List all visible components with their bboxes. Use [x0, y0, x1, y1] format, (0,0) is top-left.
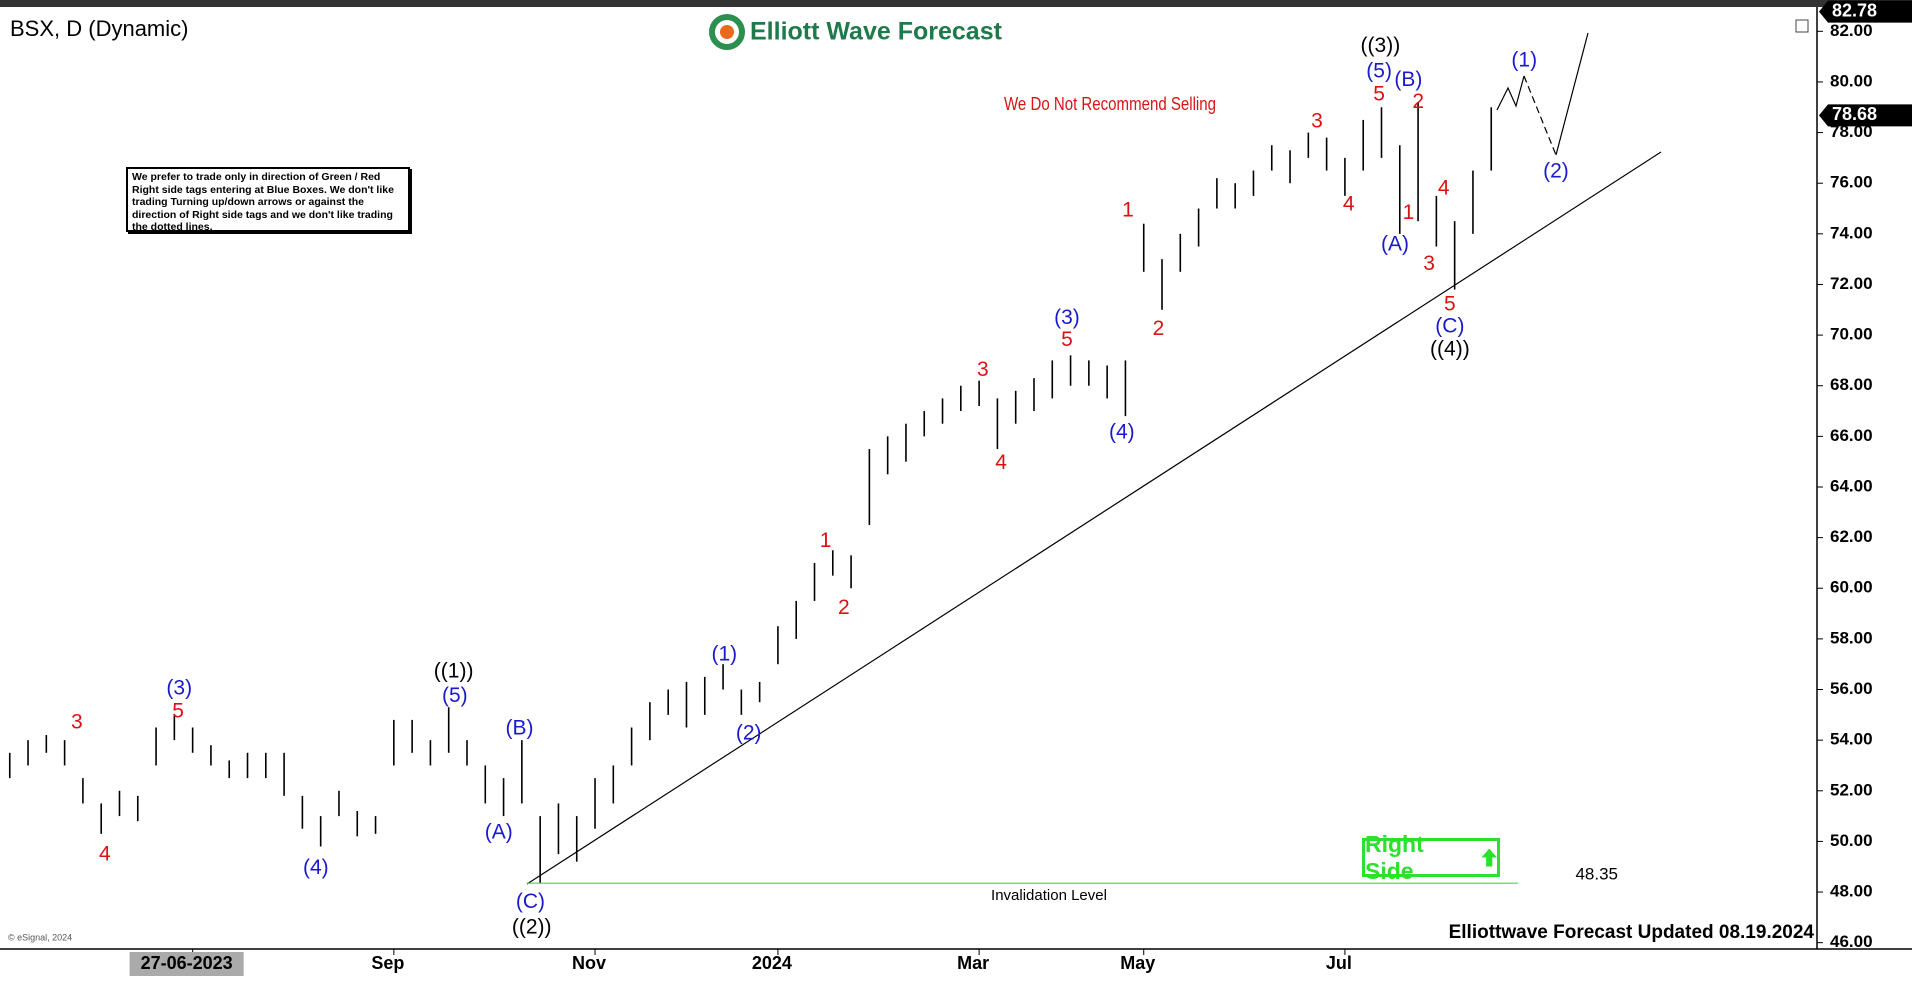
y-tick-label: 46.00 — [1830, 932, 1873, 951]
wave-label: 5 — [1444, 292, 1456, 315]
y-tick-label: 74.00 — [1830, 223, 1873, 242]
wave-label: 1 — [1403, 201, 1415, 224]
wave-label: (2) — [1543, 159, 1569, 182]
wave-label: (1) — [1511, 49, 1537, 72]
y-tick-label: 66.00 — [1830, 426, 1873, 445]
wave-label: 4 — [995, 451, 1007, 474]
high-price-box — [1819, 0, 1912, 23]
x-tick-label: Mar — [957, 953, 989, 973]
y-tick-label: 60.00 — [1830, 578, 1873, 597]
wave-label: 1 — [820, 529, 832, 552]
x-label-highlight — [129, 952, 244, 976]
logo-icon — [709, 14, 745, 50]
wave-label: 4 — [1343, 192, 1355, 215]
last-price-box-label: 78.68 — [1832, 104, 1877, 124]
up-arrow — [1481, 848, 1497, 867]
y-tick-label: 58.00 — [1830, 628, 1873, 647]
wave-label: (5) — [442, 684, 468, 707]
y-tick-label: 80.00 — [1830, 71, 1873, 90]
y-tick-label: 56.00 — [1830, 679, 1873, 698]
x-tick-label: Nov — [572, 953, 606, 973]
wave-label: 3 — [977, 358, 989, 381]
wave-label: 5 — [1061, 328, 1073, 351]
wave-label: 4 — [99, 842, 111, 865]
wave-label: (A) — [1381, 233, 1409, 256]
right-side-tag: Right Side — [1362, 831, 1500, 884]
wave-label: ((4)) — [1430, 338, 1470, 361]
updated-text: Elliottwave Forecast Updated 08.19.2024 — [1449, 922, 1815, 943]
wave-label: 3 — [71, 711, 83, 734]
x-tick-label: Jul — [1326, 953, 1352, 973]
y-tick-label: 64.00 — [1830, 476, 1873, 495]
x-tick-label: 2024 — [752, 953, 792, 973]
logo: Elliott Wave Forecast — [709, 14, 1003, 50]
wave-label: 5 — [172, 700, 184, 723]
wave-label: 3 — [1311, 109, 1323, 132]
window-icon[interactable] — [1795, 19, 1809, 33]
y-tick-label: 76.00 — [1830, 173, 1873, 192]
wave-label: (C) — [1435, 314, 1464, 337]
x-tick-label: 27-06-2023 — [141, 953, 233, 973]
wave-label: 2 — [1153, 317, 1165, 340]
wave-label: (3) — [1054, 306, 1080, 329]
wave-label: 1 — [1122, 199, 1134, 222]
wave-label: 2 — [1412, 90, 1424, 113]
wave-label: (B) — [505, 717, 533, 740]
right-side-text: Right Side — [1365, 830, 1424, 884]
y-tick-label: 82.00 — [1830, 21, 1873, 40]
wave-label: (5) — [1366, 59, 1392, 82]
invalidation-value: 48.35 — [1575, 865, 1618, 884]
wave-label: (4) — [303, 856, 329, 879]
wave-label: 3 — [1423, 252, 1435, 275]
wave-label: (4) — [1109, 420, 1135, 443]
last-price-box — [1819, 104, 1912, 127]
trend-line — [526, 151, 1662, 885]
wave-label: 5 — [1373, 83, 1385, 106]
y-tick-label: 68.00 — [1830, 375, 1873, 394]
wave-label: ((2)) — [512, 916, 552, 939]
projection — [1496, 75, 1525, 111]
chart-title: BSX, D (Dynamic) — [10, 16, 188, 41]
wave-label: (2) — [736, 722, 762, 745]
y-tick-label: 50.00 — [1830, 831, 1873, 850]
wave-label: 2 — [838, 596, 850, 619]
x-tick-label: Sep — [371, 953, 404, 973]
high-price-box-label: 82.78 — [1832, 0, 1877, 20]
y-tick-label: 72.00 — [1830, 274, 1873, 293]
wave-label: (1) — [711, 642, 737, 665]
wave-label: (B) — [1394, 68, 1422, 91]
top-bar — [0, 0, 1912, 7]
wave-label: (C) — [516, 890, 545, 913]
y-tick-label: 52.00 — [1830, 780, 1873, 799]
wave-label: (A) — [485, 820, 513, 843]
wave-label: ((3)) — [1361, 34, 1401, 57]
invalidation-label: Invalidation Level — [991, 887, 1107, 904]
wave-label: ((1)) — [434, 659, 474, 682]
y-tick-label: 54.00 — [1830, 730, 1873, 749]
info-box: We prefer to trade only in direction of … — [126, 167, 410, 233]
projection — [1555, 32, 1589, 156]
y-tick-label: 62.00 — [1830, 527, 1873, 546]
logo-text: Elliott Wave Forecast — [750, 18, 1003, 46]
y-tick-label: 70.00 — [1830, 325, 1873, 344]
wave-label: 4 — [1438, 177, 1450, 200]
wave-label: (3) — [166, 677, 192, 700]
logo-icon-center — [720, 25, 734, 39]
y-tick-label: 78.00 — [1830, 122, 1873, 141]
x-tick-label: May — [1120, 953, 1155, 973]
projection-dashed — [1523, 75, 1557, 156]
y-tick-label: 48.00 — [1830, 882, 1873, 901]
note: We Do Not Recommend Selling — [1004, 94, 1216, 114]
copyright: © eSignal, 2024 — [8, 932, 72, 942]
